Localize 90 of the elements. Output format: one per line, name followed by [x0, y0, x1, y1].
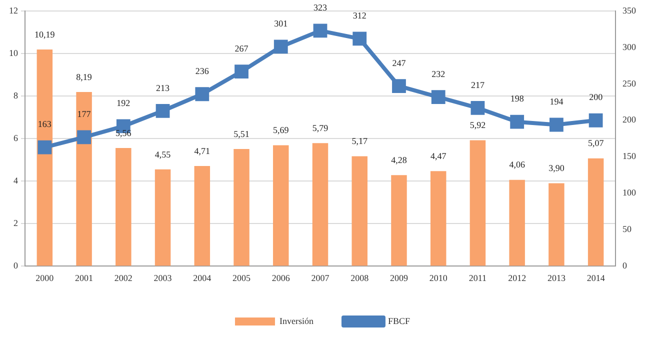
x-tick-label: 2008	[350, 272, 370, 283]
x-tick-label: 2004	[193, 272, 212, 283]
x-tick-label: 2005	[232, 272, 252, 283]
x-tick-label: 2006	[272, 272, 290, 283]
y2-tick-label: 150	[622, 151, 636, 162]
bar	[470, 140, 486, 266]
data-label: 177	[77, 109, 92, 119]
point	[156, 104, 170, 118]
x-tick-label: 2000	[36, 272, 54, 283]
bar	[194, 166, 210, 266]
x-tick-label: 2013	[547, 272, 566, 283]
x-tick-label: 2003	[154, 272, 172, 283]
y2-tick-label: 0	[622, 260, 628, 271]
x-tick-label: 2010	[429, 272, 448, 283]
bar	[352, 156, 368, 266]
bar	[548, 183, 564, 266]
point	[510, 114, 524, 129]
y-tick-label: 10	[9, 48, 18, 58]
point	[352, 32, 367, 46]
data-label: 5,79	[312, 122, 329, 133]
data-label: 4,47	[430, 150, 447, 161]
y-tick-label: 2	[14, 218, 18, 228]
data-label: 312	[352, 10, 366, 21]
data-label: 236	[195, 66, 210, 76]
y-tick-label: 12	[9, 5, 18, 16]
data-label: 192	[116, 98, 130, 108]
y-tick-label: 4	[14, 175, 18, 186]
point	[195, 87, 210, 102]
data-label: 213	[156, 82, 170, 93]
data-label: 267	[234, 43, 249, 54]
y2-tick-label: 200	[622, 114, 636, 125]
bar	[391, 175, 407, 266]
data-label: 301	[274, 18, 288, 29]
data-label: 217	[470, 80, 485, 90]
y2-tick-label: 350	[622, 5, 636, 16]
data-label: 10,19	[34, 29, 56, 40]
legend-label: FBCF	[388, 316, 410, 326]
bar	[430, 171, 446, 266]
x-tick-label: 2001	[75, 272, 94, 283]
bar	[509, 180, 525, 266]
data-label: 5,07	[588, 138, 604, 148]
point	[550, 118, 564, 132]
data-label: 247	[392, 58, 406, 68]
data-label: 4,28	[391, 155, 408, 166]
point	[588, 113, 603, 128]
bar	[116, 148, 132, 266]
point	[431, 90, 446, 104]
x-tick-label: 2012	[508, 272, 526, 283]
data-label: 323	[314, 2, 328, 13]
bar	[36, 49, 53, 266]
data-label: 4,06	[509, 160, 526, 170]
bar	[234, 149, 250, 266]
bar	[312, 143, 328, 266]
y-tick-label: 6	[14, 132, 18, 143]
point	[77, 130, 91, 144]
data-label: 4,71	[194, 146, 210, 156]
y2-tick-label: 300	[622, 42, 636, 52]
y2-tick-label: 50	[622, 224, 632, 234]
y2-tick-label: 100	[622, 188, 636, 198]
point	[274, 40, 288, 54]
data-label: 194	[550, 96, 564, 107]
point	[470, 101, 485, 115]
point	[234, 64, 248, 78]
data-label: 232	[432, 68, 446, 79]
x-tick-label: 2014	[586, 272, 606, 283]
data-label: 5,51	[234, 128, 250, 139]
bar	[76, 92, 92, 266]
point	[313, 24, 328, 38]
data-label: 3,90	[548, 163, 565, 174]
data-label: 200	[589, 92, 604, 102]
point	[392, 79, 406, 94]
data-label: 198	[510, 94, 524, 104]
data-label: 5,17	[352, 136, 368, 146]
data-label: 4,55	[154, 149, 172, 160]
legend-label: Inversión	[279, 316, 314, 326]
data-label: 8,19	[76, 72, 92, 82]
y-tick-label: 8	[14, 90, 18, 100]
x-tick-label: 2009	[390, 272, 408, 283]
bar	[154, 169, 171, 266]
y-tick-label: 0	[14, 260, 18, 271]
data-label: 5,69	[273, 125, 290, 136]
point	[38, 140, 52, 154]
data-label: 5,92	[470, 120, 486, 130]
data-label: 163	[38, 119, 52, 130]
x-tick-label: 2002	[114, 272, 132, 283]
x-tick-label: 2011	[468, 272, 487, 283]
bar	[588, 158, 604, 266]
bar	[273, 145, 289, 266]
y2-tick-label: 250	[622, 78, 636, 88]
x-tick-label: 2007	[311, 272, 330, 283]
